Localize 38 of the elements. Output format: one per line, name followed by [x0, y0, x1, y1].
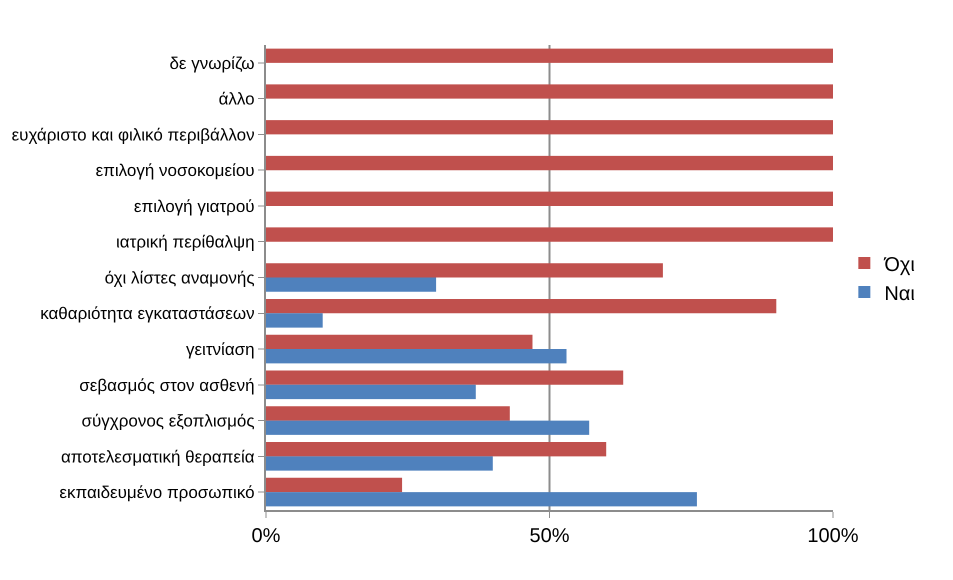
y-tick-label: άλλο [218, 90, 255, 109]
bar [266, 384, 476, 400]
bar [266, 492, 697, 506]
legend-label: Όχι [883, 254, 915, 276]
y-tick-label: αποτελεσματική θεραπεία [60, 447, 255, 466]
x-tick-label: 100% [807, 525, 859, 547]
bar [266, 84, 833, 99]
bar [266, 456, 493, 471]
bar [266, 313, 323, 328]
legend-label: Ναι [884, 282, 915, 305]
y-tick-label: σεβασμός στον ασθενή [79, 376, 255, 395]
bar [266, 442, 606, 456]
y-tick-label: δε γνωρίζω [169, 54, 255, 73]
bar [266, 156, 833, 170]
bar [266, 278, 436, 292]
bar [266, 334, 532, 350]
bar [266, 349, 567, 364]
y-tick-label: ιατρική περίθαλψη [116, 232, 255, 252]
bar [266, 406, 510, 421]
bar [266, 48, 833, 63]
y-tick-label: εκπαιδευμένο προσωπικό [59, 483, 255, 502]
bar [266, 192, 833, 206]
x-tick-label: 0% [252, 525, 281, 547]
y-tick-label: επιλογή γιατρού [134, 196, 255, 216]
y-tick-label: ευχάριστο και φιλικό περιβάλλον [12, 125, 255, 144]
bar [266, 420, 590, 435]
bar [266, 227, 833, 242]
bar [266, 478, 402, 492]
bar [266, 263, 663, 278]
y-tick-label: γειτνίαση [186, 340, 255, 359]
bar [266, 120, 833, 134]
bar [266, 298, 776, 314]
y-tick-label: σύγχρονος εξοπλισμός [81, 412, 255, 431]
x-tick-label: 50% [529, 525, 570, 547]
y-tick-label: καθαριότητα εγκαταστάσεων [40, 304, 255, 324]
y-tick-label: όχι λίστες αναμονής [104, 268, 255, 288]
y-tick-label: επιλογή νοσοκομείου [96, 161, 255, 180]
bar [266, 370, 624, 385]
